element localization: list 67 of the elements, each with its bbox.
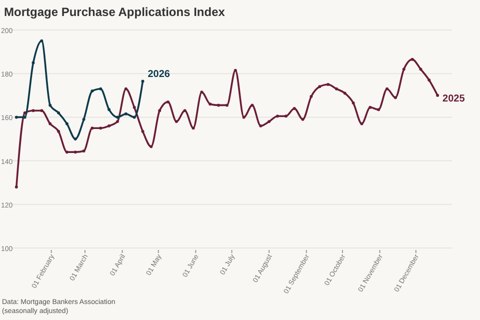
point [124,87,128,90]
point [334,87,338,90]
point [284,114,288,118]
point [250,104,254,107]
point [82,118,86,121]
point [394,96,397,100]
point [48,104,52,107]
point [276,114,280,118]
point [132,116,136,119]
point [200,90,204,94]
point [208,102,212,106]
point [141,80,144,83]
point [352,102,355,105]
point [116,116,119,119]
point [65,122,68,126]
point [90,90,94,93]
point [150,145,153,148]
point [99,126,102,130]
point [99,87,102,90]
point [419,68,422,71]
point [242,116,246,119]
line-series [14,58,440,188]
point [14,185,18,188]
point [292,106,296,110]
point [32,109,35,112]
point [343,92,346,95]
point [14,116,18,119]
chart-title: Mortgage Purchase Applications Index [4,5,226,19]
point [132,106,136,109]
point [48,122,52,126]
point [74,138,77,140]
point [428,78,431,82]
point [141,130,144,133]
point [108,108,111,112]
point [386,87,389,90]
point [368,106,372,109]
point [217,104,220,107]
point [174,120,178,124]
point [301,118,304,121]
point [410,58,414,61]
point [436,94,440,97]
point [268,120,271,124]
point [192,126,195,130]
point [23,116,26,119]
point [40,109,44,112]
point [183,109,186,112]
point [318,85,322,88]
series-label: 2026 [148,69,170,80]
point [40,39,44,42]
point [74,150,77,154]
point [402,68,406,71]
point [108,124,111,128]
point [82,150,86,152]
point [57,111,60,114]
point [124,112,128,116]
point [259,124,262,128]
point [158,109,162,112]
point [377,108,380,112]
series-label: 2025 [442,93,466,104]
point [32,61,35,64]
point [360,122,364,126]
point [234,68,237,72]
point [57,130,60,133]
point [310,95,313,98]
point [225,104,228,107]
point [90,126,94,130]
point [65,150,68,154]
